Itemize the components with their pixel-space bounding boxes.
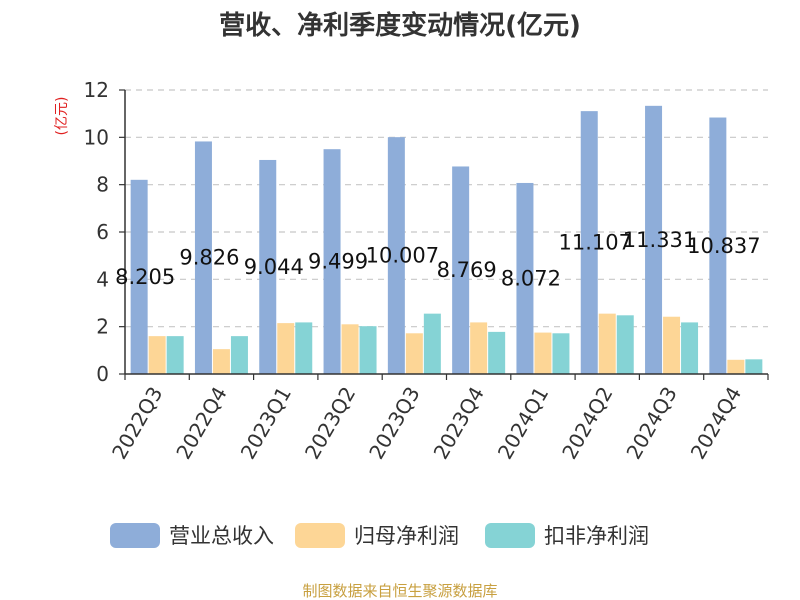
bar-2: [470, 322, 488, 374]
legend-label-2: 归母净利润: [354, 524, 459, 548]
x-tick-label: 2024Q1: [493, 383, 553, 464]
bar-2: [598, 313, 616, 374]
legend-swatch-3: [485, 523, 535, 548]
bar-3: [359, 326, 377, 374]
x-tick-label: 2022Q4: [171, 383, 231, 464]
data-label: 9.044: [244, 255, 304, 279]
bar-2: [405, 333, 423, 374]
bar-3: [166, 336, 184, 374]
data-label: 10.007: [366, 244, 439, 268]
bar-1: [323, 149, 341, 374]
legend-label-1: 营业总收入: [169, 524, 274, 548]
bar-3: [745, 359, 763, 374]
bar-3: [423, 313, 441, 374]
y-tick-label: 10: [84, 125, 109, 149]
x-tick-label: 2024Q2: [557, 383, 617, 464]
bar-2: [277, 323, 295, 374]
bar-1: [452, 166, 470, 374]
x-tick-label: 2023Q3: [364, 383, 424, 464]
bar-1: [130, 179, 148, 374]
data-label: 11.107: [559, 231, 632, 255]
data-label: 9.826: [179, 246, 239, 270]
y-tick-label: 8: [96, 173, 109, 197]
legend-swatch-1: [110, 523, 160, 548]
bar-3: [230, 336, 248, 374]
x-tick-label: 2022Q3: [107, 383, 167, 464]
grid-lines: [125, 89, 768, 328]
bar-2: [212, 349, 230, 374]
bar-2: [341, 324, 359, 374]
bar-3: [488, 331, 506, 374]
bar-1: [516, 182, 534, 374]
bar-3: [552, 333, 570, 374]
bar-2: [148, 336, 166, 374]
x-tick-label: 2024Q3: [621, 383, 681, 464]
bar-3: [295, 322, 313, 374]
y-axis-label: (亿元): [54, 97, 70, 136]
data-label: 11.331: [623, 228, 696, 252]
bar-1: [387, 137, 405, 374]
legend-swatch-2: [295, 523, 345, 548]
data-label: 9.499: [308, 250, 368, 274]
bars: [130, 105, 763, 375]
y-tick-label: 4: [96, 267, 109, 291]
y-tick-label: 12: [84, 78, 109, 102]
data-label: 8.769: [437, 258, 497, 282]
legend: 营业总收入 归母净利润 扣非净利润: [110, 523, 649, 548]
bar-1: [259, 159, 277, 374]
data-label: 8.072: [501, 266, 561, 290]
legend-label-3: 扣非净利润: [544, 524, 649, 548]
y-tick-label: 2: [96, 315, 109, 339]
bar-3: [681, 322, 699, 374]
x-tick-label: 2023Q1: [236, 383, 296, 464]
bar-2: [534, 332, 552, 374]
bar-2: [663, 316, 681, 374]
y-tick-label: 6: [96, 220, 109, 244]
x-tick-label: 2023Q4: [429, 383, 489, 464]
bar-1: [580, 111, 598, 374]
y-tick-label: 0: [96, 362, 109, 386]
x-tick-label: 2024Q4: [686, 383, 746, 464]
data-label: 10.837: [687, 234, 760, 258]
bar-2: [727, 359, 745, 374]
bar-1: [709, 117, 727, 375]
bar-1: [645, 105, 663, 374]
chart-title: 营收、净利季度变动情况(亿元): [219, 10, 581, 41]
data-label: 8.205: [115, 265, 175, 289]
bar-1: [194, 141, 212, 374]
source-note: 制图数据来自恒生聚源数据库: [302, 582, 497, 600]
bar-3: [616, 315, 634, 374]
x-tick-label: 2023Q2: [300, 383, 360, 464]
